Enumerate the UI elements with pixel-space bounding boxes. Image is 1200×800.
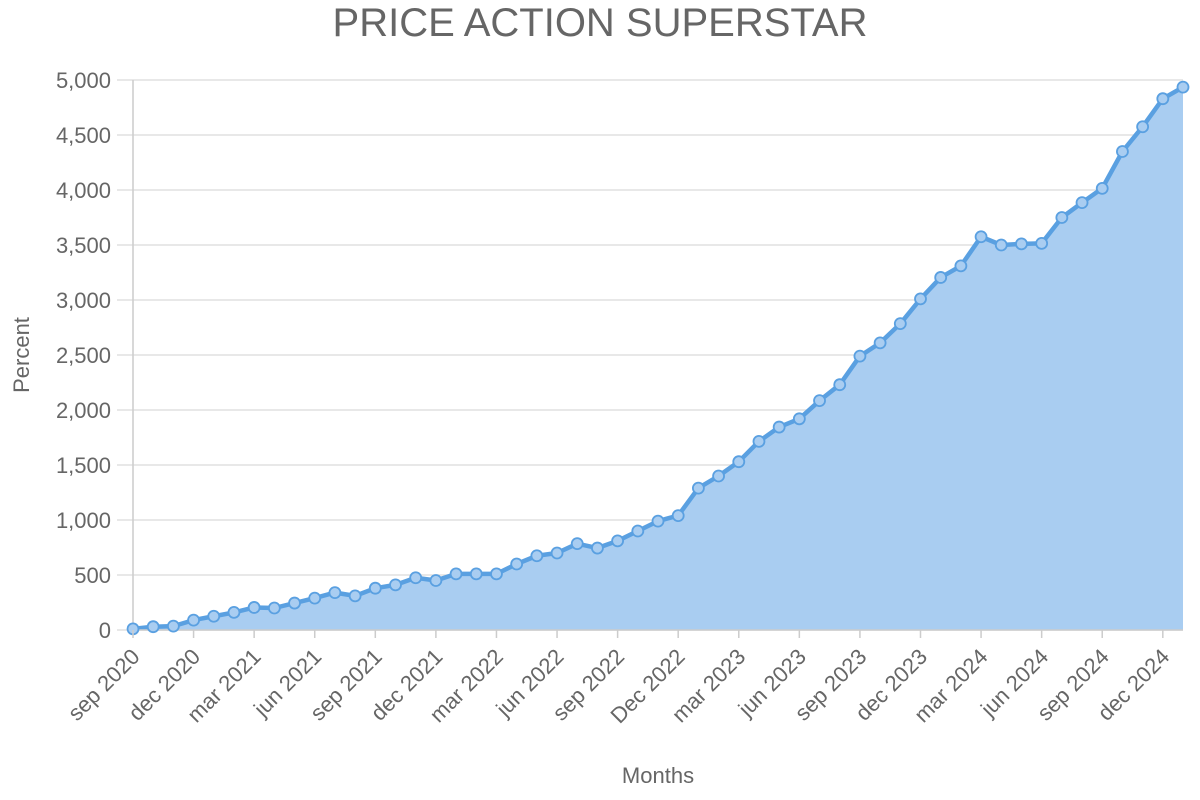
data-point[interactable]	[187, 613, 200, 627]
data-point[interactable]	[409, 571, 423, 585]
y-tick-labels: 0 500 1,000 1,500 2,000 2,500 3,000 3,500 4,000 4…	[56, 68, 111, 643]
data-point[interactable]	[1156, 92, 1170, 106]
data-point[interactable]	[469, 567, 483, 581]
data-point[interactable]	[166, 619, 180, 633]
y-tick-label: 0	[99, 618, 111, 643]
data-point[interactable]	[288, 596, 301, 610]
data-point[interactable]	[1116, 145, 1129, 158]
area-layer	[130, 84, 1186, 632]
data-point[interactable]	[671, 509, 685, 522]
data-point[interactable]	[227, 606, 241, 619]
data-point[interactable]	[833, 378, 847, 392]
data-point[interactable]	[651, 514, 665, 528]
data-point[interactable]	[691, 481, 705, 495]
chart-title: PRICE ACTION SUPERSTAR	[333, 1, 868, 45]
data-point[interactable]	[611, 534, 625, 548]
data-point[interactable]	[792, 412, 806, 426]
data-point[interactable]	[914, 292, 927, 306]
data-point[interactable]	[550, 546, 564, 560]
data-point[interactable]	[1055, 211, 1069, 224]
data-point[interactable]	[328, 586, 342, 599]
y-tick-label: 500	[74, 563, 111, 588]
data-point[interactable]	[772, 420, 786, 434]
data-point[interactable]	[530, 549, 544, 563]
data-point[interactable]	[873, 336, 887, 350]
data-point[interactable]	[429, 574, 443, 587]
y-tick-label: 3,000	[56, 288, 111, 313]
data-point[interactable]	[1136, 120, 1150, 134]
data-point[interactable]	[813, 394, 826, 408]
data-point[interactable]	[732, 455, 746, 469]
y-tick-label: 5,000	[56, 68, 111, 93]
data-point[interactable]	[591, 541, 604, 555]
data-point[interactable]	[853, 349, 867, 363]
data-point[interactable]	[1176, 80, 1190, 94]
data-point[interactable]	[893, 317, 907, 331]
y-tick-label: 4,000	[56, 178, 111, 203]
y-tick-label: 2,000	[56, 398, 111, 423]
data-point[interactable]	[1075, 196, 1089, 210]
data-point[interactable]	[954, 259, 968, 273]
data-point[interactable]	[752, 434, 766, 448]
data-point[interactable]	[348, 589, 362, 603]
data-points	[126, 80, 1190, 636]
data-point[interactable]	[974, 230, 988, 244]
data-point[interactable]	[146, 620, 160, 634]
data-point[interactable]	[247, 601, 261, 614]
y-tick-label: 3,500	[56, 233, 111, 258]
y-tick-label: 1,500	[56, 453, 111, 478]
data-point[interactable]	[934, 271, 948, 284]
y-axis-label: Percent	[9, 317, 34, 393]
data-point[interactable]	[449, 567, 463, 581]
axes	[132, 80, 1183, 631]
data-point[interactable]	[994, 238, 1008, 252]
data-point[interactable]	[490, 567, 503, 581]
y-tick-label: 1,000	[56, 508, 111, 533]
data-point[interactable]	[308, 591, 322, 605]
data-point[interactable]	[368, 581, 382, 595]
data-point[interactable]	[389, 578, 402, 592]
x-axis-label: Months	[622, 763, 694, 788]
data-point[interactable]	[207, 609, 221, 623]
data-point[interactable]	[1015, 237, 1028, 251]
grid-lines	[117, 79, 1183, 631]
data-point[interactable]	[1035, 236, 1049, 250]
y-tick-label: 4,500	[56, 123, 111, 148]
y-tick-label: 2,500	[56, 343, 111, 368]
data-point[interactable]	[570, 537, 584, 551]
data-point[interactable]	[631, 524, 645, 538]
data-point[interactable]	[1095, 181, 1109, 195]
data-point[interactable]	[510, 557, 524, 571]
data-point[interactable]	[712, 469, 725, 483]
data-point[interactable]	[267, 601, 281, 615]
area-fill	[133, 87, 1183, 630]
